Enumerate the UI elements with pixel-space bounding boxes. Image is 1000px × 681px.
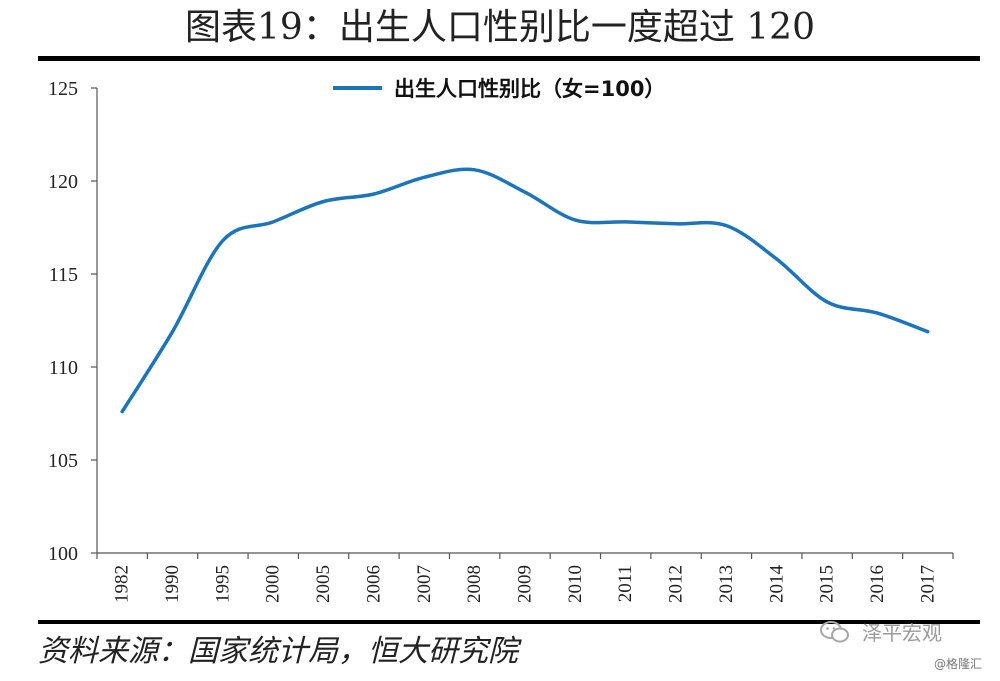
data-point — [825, 300, 829, 304]
data-point — [372, 192, 376, 196]
x-tick-label: 1995 — [212, 565, 233, 603]
data-point — [875, 311, 879, 315]
data-point — [322, 199, 326, 203]
line-chart: 100 105 110 115 120 125 1982 1990 1995 2000 2005 20… — [48, 77, 954, 604]
y-tick-label: 100 — [48, 543, 78, 565]
x-tick-label: 2014 — [766, 565, 787, 604]
x-tick-label: 2007 — [414, 565, 435, 603]
data-point — [473, 168, 477, 172]
data-point — [674, 222, 678, 226]
x-tick-label: 2010 — [565, 565, 586, 603]
x-tick-label: 2013 — [716, 565, 737, 603]
x-tick-label: 2009 — [515, 565, 536, 603]
data-point — [120, 410, 124, 414]
data-point — [724, 224, 728, 228]
x-tick-label: 2017 — [917, 565, 938, 603]
series-line — [120, 167, 930, 414]
x-tick-label: 2005 — [313, 565, 334, 603]
x-tick-label: 2012 — [666, 565, 687, 603]
x-tick-label: 1990 — [162, 565, 183, 603]
wechat-icon — [820, 621, 849, 643]
y-tick-label: 110 — [49, 357, 78, 379]
bottom-rule — [38, 620, 980, 624]
x-tick-label: 2000 — [263, 565, 284, 603]
data-point — [271, 220, 275, 224]
legend-label: 出生人口性别比（女=100） — [394, 77, 665, 101]
data-point — [422, 175, 426, 179]
data-point — [926, 330, 930, 334]
data-point — [573, 218, 577, 222]
top-rule — [38, 56, 980, 61]
data-point — [775, 257, 779, 261]
x-tick-label: 2011 — [615, 565, 636, 602]
x-tick-label: 2015 — [817, 565, 838, 603]
x-tick-label: 2008 — [464, 565, 485, 603]
y-tick-label: 105 — [48, 450, 78, 472]
watermark: 泽平宏观 — [820, 618, 990, 648]
page-title: 图表19：出生人口性别比一度超过 120 — [185, 7, 815, 48]
x-tick-label: 1982 — [112, 565, 133, 603]
y-tick-label: 125 — [48, 78, 78, 100]
y-tick-label: 115 — [49, 264, 78, 286]
data-point — [221, 239, 225, 243]
y-tick-label: 120 — [48, 171, 78, 193]
watermark-text: 泽平宏观 — [862, 621, 942, 645]
x-tick-label: 2016 — [867, 565, 888, 603]
watermark-small: @格隆汇 — [934, 657, 983, 671]
x-tick-label: 2006 — [363, 565, 384, 603]
data-point — [624, 220, 628, 224]
data-point — [523, 190, 527, 194]
source-note: 资料来源：国家统计局，恒大研究院 — [38, 634, 518, 669]
data-point — [171, 330, 175, 334]
